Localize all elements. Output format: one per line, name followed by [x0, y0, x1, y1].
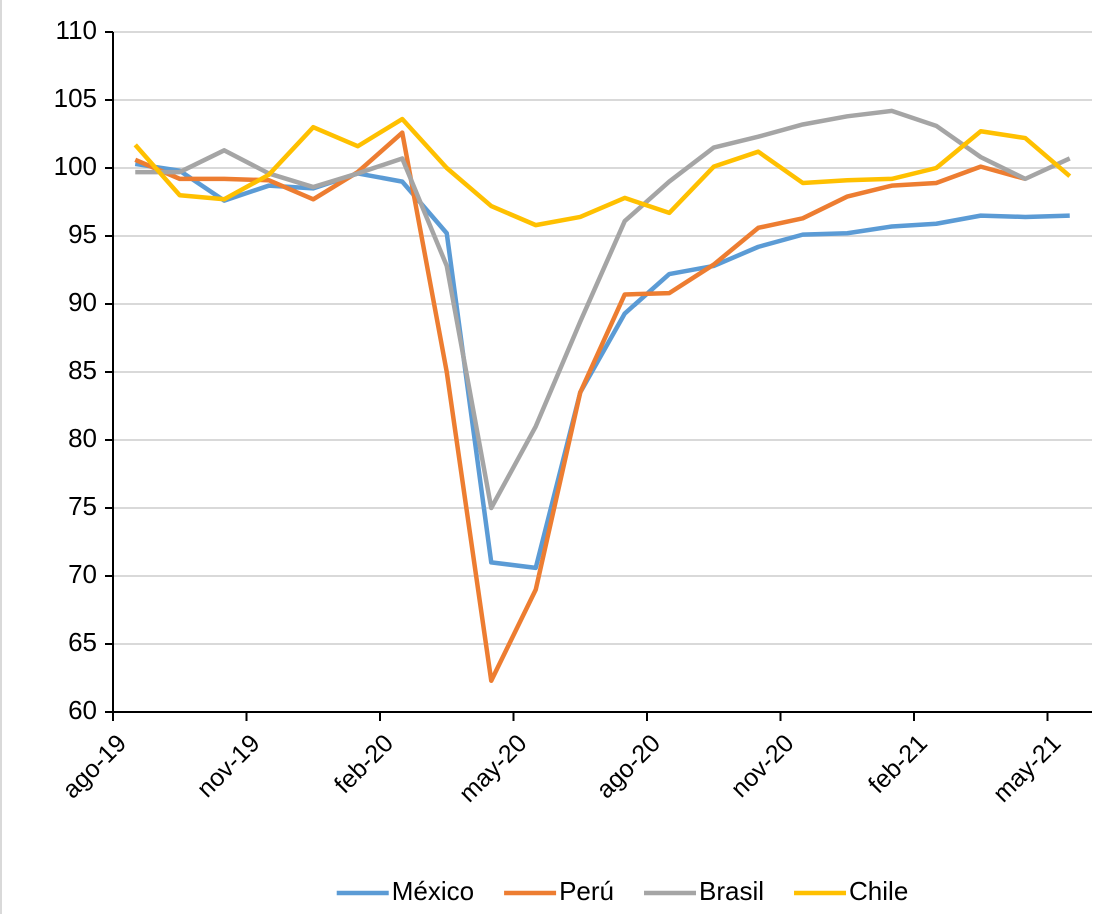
y-tick-label: 60 — [68, 695, 97, 725]
y-tick-label: 105 — [54, 83, 97, 113]
y-tick-label: 85 — [68, 355, 97, 385]
y-tick-label: 100 — [54, 151, 97, 181]
legend-label: Brasil — [699, 876, 764, 906]
y-tick-label: 95 — [68, 219, 97, 249]
legend-label: Perú — [559, 876, 614, 906]
y-tick-label: 70 — [68, 559, 97, 589]
legend: México Perú Brasil Chile — [336, 876, 908, 906]
y-tick-label: 90 — [68, 287, 97, 317]
series-line — [133, 116, 1072, 228]
y-tick-label: 65 — [68, 627, 97, 657]
series-line — [135, 108, 1071, 511]
series-line — [134, 130, 1026, 683]
y-tick-label: 80 — [68, 423, 97, 453]
legend-label: México — [392, 876, 474, 906]
y-tick-label: 75 — [68, 491, 97, 521]
series-line — [134, 161, 1070, 571]
y-tick-label: 110 — [56, 15, 97, 45]
legend-label: Chile — [849, 876, 908, 906]
